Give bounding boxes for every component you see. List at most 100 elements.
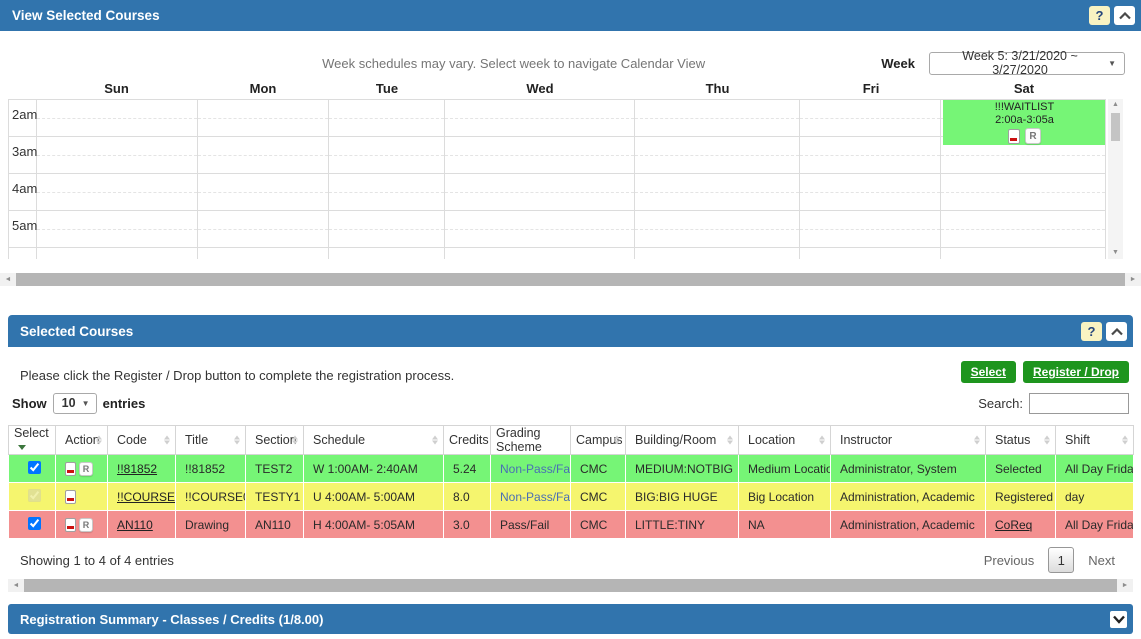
- coreq-status-link[interactable]: CoReq: [995, 518, 1032, 532]
- course-title: !!81852: [176, 455, 246, 483]
- search-label: Search:: [978, 396, 1023, 411]
- calendar-horizontal-scrollbar[interactable]: ◄ ►: [0, 273, 1141, 286]
- sort-desc-icon: [18, 445, 26, 450]
- sort-icon: [974, 436, 980, 445]
- row-select-checkbox[interactable]: [28, 517, 41, 530]
- course-campus: CMC: [571, 511, 626, 539]
- sort-icon: [96, 436, 102, 445]
- course-section: AN110: [246, 511, 304, 539]
- course-schedule: U 4:00AM- 5:00AM: [304, 483, 444, 511]
- course-title: !!COURSE01: [176, 483, 246, 511]
- drop-course-icon[interactable]: [65, 518, 76, 532]
- course-section: TESTY1: [246, 483, 304, 511]
- course-credits: 8.0: [444, 483, 491, 511]
- calendar-body: Week schedules may vary. Select week to …: [0, 31, 1141, 295]
- course-campus: CMC: [571, 483, 626, 511]
- sort-icon: [614, 436, 620, 445]
- course-title: Drawing: [176, 511, 246, 539]
- next-page-button[interactable]: Next: [1088, 553, 1115, 568]
- register-icon[interactable]: R: [1025, 128, 1041, 144]
- selected-courses-header: Selected Courses ?: [8, 315, 1133, 347]
- grading-scheme-link[interactable]: Non-Pass/Fail: [500, 462, 571, 476]
- col-header-code[interactable]: Code: [108, 426, 176, 455]
- calendar-event-waitlist[interactable]: !!!WAITLIST 2:00a-3:05a R: [943, 100, 1106, 145]
- course-shift: All Day Friday: [1056, 511, 1134, 539]
- col-header-campus[interactable]: Campus: [571, 426, 626, 455]
- vertical-scroll-thumb[interactable]: [1111, 113, 1120, 141]
- previous-page-button[interactable]: Previous: [984, 553, 1035, 568]
- col-header-building-room[interactable]: Building/Room: [626, 426, 739, 455]
- course-shift: day: [1056, 483, 1134, 511]
- col-header-action[interactable]: Action: [56, 426, 108, 455]
- panel-title: Registration Summary - Classes / Credits…: [20, 612, 1110, 627]
- calendar-vertical-scrollbar[interactable]: ▲ ▼: [1108, 99, 1123, 259]
- course-credits: 3.0: [444, 511, 491, 539]
- col-header-shift[interactable]: Shift: [1056, 426, 1134, 455]
- panel-title: Selected Courses: [20, 324, 1081, 339]
- course-status: Selected: [986, 455, 1056, 483]
- register-icon[interactable]: R: [79, 518, 93, 532]
- help-icon[interactable]: ?: [1081, 322, 1102, 341]
- col-header-title[interactable]: Title: [176, 426, 246, 455]
- course-code-link[interactable]: !!COURSE01: [117, 490, 176, 504]
- col-header-section[interactable]: Section: [246, 426, 304, 455]
- scroll-down-icon[interactable]: ▼: [1112, 247, 1119, 259]
- scroll-up-icon[interactable]: ▲: [1112, 99, 1119, 111]
- grading-scheme: Pass/Fail: [491, 511, 571, 539]
- col-header-location[interactable]: Location: [739, 426, 831, 455]
- col-header-status[interactable]: Status: [986, 426, 1056, 455]
- calendar-day-header: Sun Mon Tue Wed Thu Fri Sat: [8, 81, 1106, 99]
- registration-page: View Selected Courses ? Week schedules m…: [0, 0, 1141, 639]
- day-label-thu: Thu: [635, 81, 800, 99]
- table-horizontal-scrollbar[interactable]: ◄ ►: [8, 579, 1133, 592]
- scroll-left-icon[interactable]: ◄: [8, 582, 24, 589]
- entries-select[interactable]: 10 ▼: [53, 393, 97, 414]
- day-label-wed: Wed: [445, 81, 635, 99]
- horizontal-scroll-thumb[interactable]: [16, 273, 1125, 286]
- col-header-schedule[interactable]: Schedule: [304, 426, 444, 455]
- chevron-up-icon: [1111, 324, 1123, 339]
- scroll-right-icon[interactable]: ►: [1117, 582, 1133, 589]
- grading-scheme-link[interactable]: Non-Pass/Fail: [500, 490, 571, 504]
- course-schedule: W 1:00AM- 2:40AM: [304, 455, 444, 483]
- horizontal-scroll-thumb[interactable]: [24, 579, 1117, 592]
- row-select-checkbox[interactable]: [28, 489, 41, 502]
- collapse-panel-button[interactable]: [1106, 322, 1127, 341]
- course-campus: CMC: [571, 455, 626, 483]
- col-header-grading-scheme[interactable]: Grading Scheme: [491, 426, 571, 455]
- page-number-button[interactable]: 1: [1048, 547, 1074, 573]
- calendar-note: Week schedules may vary. Select week to …: [16, 56, 881, 71]
- selected-courses-body: Please click the Register / Drop button …: [8, 347, 1133, 592]
- day-label-sat: Sat: [942, 81, 1106, 99]
- select-button[interactable]: Select: [961, 361, 1016, 383]
- col-header-instructor[interactable]: Instructor: [831, 426, 986, 455]
- drop-course-icon[interactable]: [65, 462, 76, 476]
- scroll-left-icon[interactable]: ◄: [0, 276, 16, 283]
- selected-courses-panel: Selected Courses ? Please click the Regi…: [8, 315, 1133, 592]
- course-status: Registered: [986, 483, 1056, 511]
- event-time: 2:00a-3:05a: [943, 114, 1106, 127]
- chevron-down-icon: ▼: [1108, 59, 1116, 68]
- collapse-panel-button[interactable]: [1114, 6, 1135, 25]
- register-icon[interactable]: R: [79, 462, 93, 476]
- week-select[interactable]: Week 5: 3/21/2020 ~ 3/27/2020 ▼: [929, 52, 1125, 75]
- view-selected-courses-panel: View Selected Courses ? Week schedules m…: [0, 0, 1141, 295]
- selected-courses-table: Select Action Code Title Section Schedul…: [8, 425, 1134, 539]
- expand-panel-button[interactable]: [1110, 611, 1127, 628]
- course-instructor: Administration, Academic: [831, 511, 986, 539]
- course-shift: All Day Friday: [1056, 455, 1134, 483]
- course-code-link[interactable]: !!81852: [117, 462, 157, 476]
- row-select-checkbox[interactable]: [28, 461, 41, 474]
- scroll-right-icon[interactable]: ►: [1125, 276, 1141, 283]
- col-header-credits[interactable]: Credits: [444, 426, 491, 455]
- help-icon[interactable]: ?: [1089, 6, 1110, 25]
- register-drop-button[interactable]: Register / Drop: [1023, 361, 1129, 383]
- drop-course-icon[interactable]: [65, 490, 76, 504]
- course-code-link[interactable]: AN110: [117, 518, 153, 532]
- search-input[interactable]: [1029, 393, 1129, 414]
- course-credits: 5.24: [444, 455, 491, 483]
- col-header-select[interactable]: Select: [9, 426, 56, 455]
- chevron-down-icon: [1113, 612, 1125, 627]
- drop-course-icon[interactable]: [1008, 129, 1020, 144]
- time-label-2am: 2am: [9, 100, 37, 136]
